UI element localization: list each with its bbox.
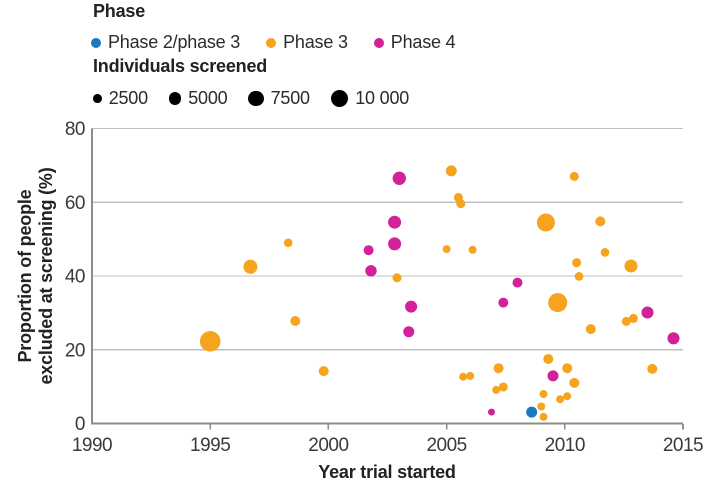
- phase-legend-title: Phase: [93, 1, 146, 21]
- legend-item-phase4: Phase 4: [373, 32, 456, 53]
- phase3-dot-icon: [266, 37, 277, 48]
- size-dot-5000-icon: [168, 92, 182, 105]
- data-point: [628, 313, 638, 323]
- legend-item-label: Phase 3: [283, 32, 348, 52]
- data-point: [392, 273, 402, 283]
- legend-item-label: 10 000: [355, 88, 410, 108]
- data-point: [442, 245, 451, 254]
- data-point: [547, 370, 559, 382]
- legend-item-label: 7500: [270, 88, 310, 108]
- data-point: [283, 238, 293, 248]
- data-point: [403, 326, 415, 338]
- legend-item-size-5000: 5000: [168, 88, 228, 109]
- data-point: [543, 354, 554, 364]
- size-dot-2500-icon: [93, 94, 102, 103]
- x-axis-title: Year trial started: [318, 462, 456, 482]
- x-tick-label: 2000: [308, 435, 348, 456]
- data-point: [537, 402, 546, 411]
- data-point: [595, 216, 606, 227]
- y-tick-label: 40: [65, 267, 85, 288]
- y-tick-label: 80: [65, 119, 85, 140]
- y-tick-label: 60: [65, 193, 85, 214]
- data-point: [488, 408, 495, 416]
- data-point: [562, 363, 573, 374]
- legend-item-size-10000: 10 000: [330, 88, 410, 109]
- data-point: [647, 363, 658, 374]
- data-point: [512, 277, 523, 288]
- data-point: [621, 316, 631, 326]
- data-point: [563, 392, 572, 401]
- data-point: [574, 272, 584, 281]
- size-dot-10000-icon: [330, 89, 349, 108]
- data-point: [445, 165, 457, 177]
- size-dot-7500-icon: [248, 90, 264, 107]
- data-point: [493, 363, 504, 374]
- legend-item-label: 5000: [188, 88, 228, 108]
- data-point: [363, 245, 374, 256]
- data-point: [199, 331, 221, 352]
- data-point: [667, 332, 680, 345]
- legend-item-label: 2500: [108, 88, 148, 108]
- data-point: [459, 372, 468, 381]
- data-point: [539, 390, 548, 398]
- legend-item-label: Phase 4: [390, 32, 456, 52]
- size-legend-title: Individuals screened: [93, 56, 268, 76]
- legend-item-phase3: Phase 3: [266, 32, 348, 53]
- data-point: [498, 382, 508, 392]
- data-point: [456, 199, 466, 209]
- x-tick-label: 2010: [545, 435, 585, 456]
- data-point: [526, 406, 538, 418]
- phase23-dot-icon: [91, 37, 101, 48]
- data-point: [641, 306, 654, 319]
- y-tick-label: 0: [75, 414, 85, 435]
- data-point: [492, 385, 501, 394]
- data-point: [539, 412, 548, 421]
- x-tick-label: 1990: [72, 435, 112, 456]
- data-point: [548, 293, 568, 313]
- x-tick-label: 2005: [426, 435, 466, 456]
- data-point: [585, 324, 596, 335]
- data-point: [388, 215, 402, 229]
- data-point: [569, 171, 579, 181]
- legend-item-size-2500: 2500: [93, 88, 148, 109]
- y-tick-label: 20: [65, 340, 85, 361]
- data-point: [572, 258, 582, 268]
- data-point: [600, 248, 610, 257]
- legend-item-phase23: Phase 2/phase 3: [91, 32, 240, 53]
- size-legend-row: 2500 5000 7500 10 000: [93, 88, 409, 109]
- data-point: [468, 245, 477, 254]
- data-point: [466, 371, 475, 380]
- phase4-dot-icon: [373, 37, 384, 48]
- data-point: [392, 171, 406, 185]
- x-tick-label: 2015: [663, 435, 703, 456]
- data-point: [388, 237, 402, 251]
- data-point: [498, 297, 509, 308]
- legend-item-size-7500: 7500: [248, 88, 310, 109]
- phase-legend-row: Phase 2/phase 3 Phase 3 Phase 4: [91, 32, 456, 53]
- data-point: [318, 366, 329, 377]
- legend-item-label: Phase 2/phase 3: [108, 32, 241, 52]
- data-point: [624, 259, 638, 273]
- data-point: [243, 259, 258, 274]
- data-point: [405, 300, 418, 313]
- x-tick-label: 1995: [190, 435, 230, 456]
- data-point: [536, 213, 555, 232]
- data-point: [556, 395, 565, 404]
- data-point: [569, 377, 580, 388]
- data-point: [290, 316, 301, 326]
- data-point: [365, 265, 377, 277]
